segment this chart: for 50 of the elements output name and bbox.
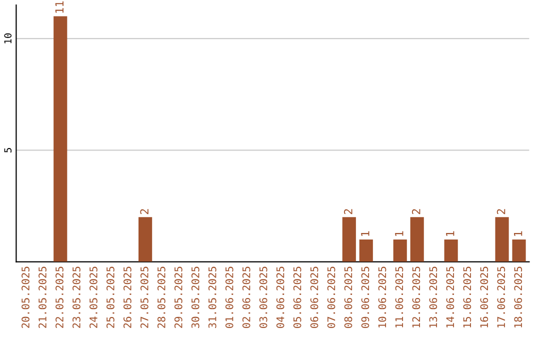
x-tick-label: 24.05.2025 <box>90 266 98 328</box>
bar <box>444 239 458 262</box>
x-tick-label: 16.06.2025 <box>480 266 488 328</box>
x-tick-label: 26.05.2025 <box>123 266 132 328</box>
x-tick-label: 02.06.2025 <box>242 266 250 328</box>
y-tick-label: 5 <box>4 148 12 152</box>
x-tick-label: 07.06.2025 <box>327 266 336 328</box>
data-label: 1 <box>514 231 522 236</box>
x-tick-label: 25.05.2025 <box>106 266 114 328</box>
x-tick-label: 18.06.2025 <box>514 266 522 328</box>
x-tick-label: 05.06.2025 <box>293 266 302 328</box>
bar <box>342 217 356 262</box>
bar <box>138 217 152 262</box>
x-tick-label: 03.06.2025 <box>259 266 268 328</box>
data-label: 2 <box>412 209 420 214</box>
x-tick-label: 27.05.2025 <box>140 266 148 328</box>
x-tick-label: 23.05.2025 <box>72 266 80 328</box>
bar <box>495 217 509 262</box>
x-tick-label: 08.06.2025 <box>344 266 352 328</box>
x-tick-label: 29.05.2025 <box>174 266 182 328</box>
y-tick-label: 10 <box>4 33 12 44</box>
x-tick-label: 20.05.2025 <box>22 266 30 328</box>
bar <box>393 239 407 262</box>
x-tick-label: 21.05.2025 <box>38 266 46 328</box>
bar <box>54 16 68 262</box>
bar <box>359 239 373 262</box>
x-tick-label: 01.06.2025 <box>225 266 234 328</box>
x-tick-label: 17.06.2025 <box>497 266 506 328</box>
x-tick-label: 06.06.2025 <box>310 266 318 328</box>
x-tick-label: 14.06.2025 <box>446 266 454 328</box>
x-tick-label: 31.05.2025 <box>208 266 216 328</box>
x-tick-label: 13.06.2025 <box>429 266 438 328</box>
x-tick-label: 10.06.2025 <box>378 266 386 328</box>
x-tick-label: 22.05.2025 <box>56 266 64 328</box>
data-label: 1 <box>395 231 404 236</box>
x-tick-label: 15.06.2025 <box>463 266 472 328</box>
data-label: 2 <box>140 209 148 214</box>
bar <box>410 217 424 262</box>
x-tick-label: 11.06.2025 <box>395 266 404 328</box>
x-tick-label: 09.06.2025 <box>361 266 370 328</box>
x-tick-label: 04.06.2025 <box>276 266 284 328</box>
x-tick-label: 12.06.2025 <box>412 266 420 328</box>
data-label: 2 <box>344 209 352 214</box>
x-tick-label: 30.05.2025 <box>191 266 200 328</box>
data-label: 11 <box>55 1 64 13</box>
x-tick-label: 28.05.2025 <box>157 266 166 328</box>
data-label: 2 <box>496 209 506 214</box>
data-label: 1 <box>361 231 370 236</box>
data-label: 1 <box>446 231 454 236</box>
bar <box>512 239 526 262</box>
